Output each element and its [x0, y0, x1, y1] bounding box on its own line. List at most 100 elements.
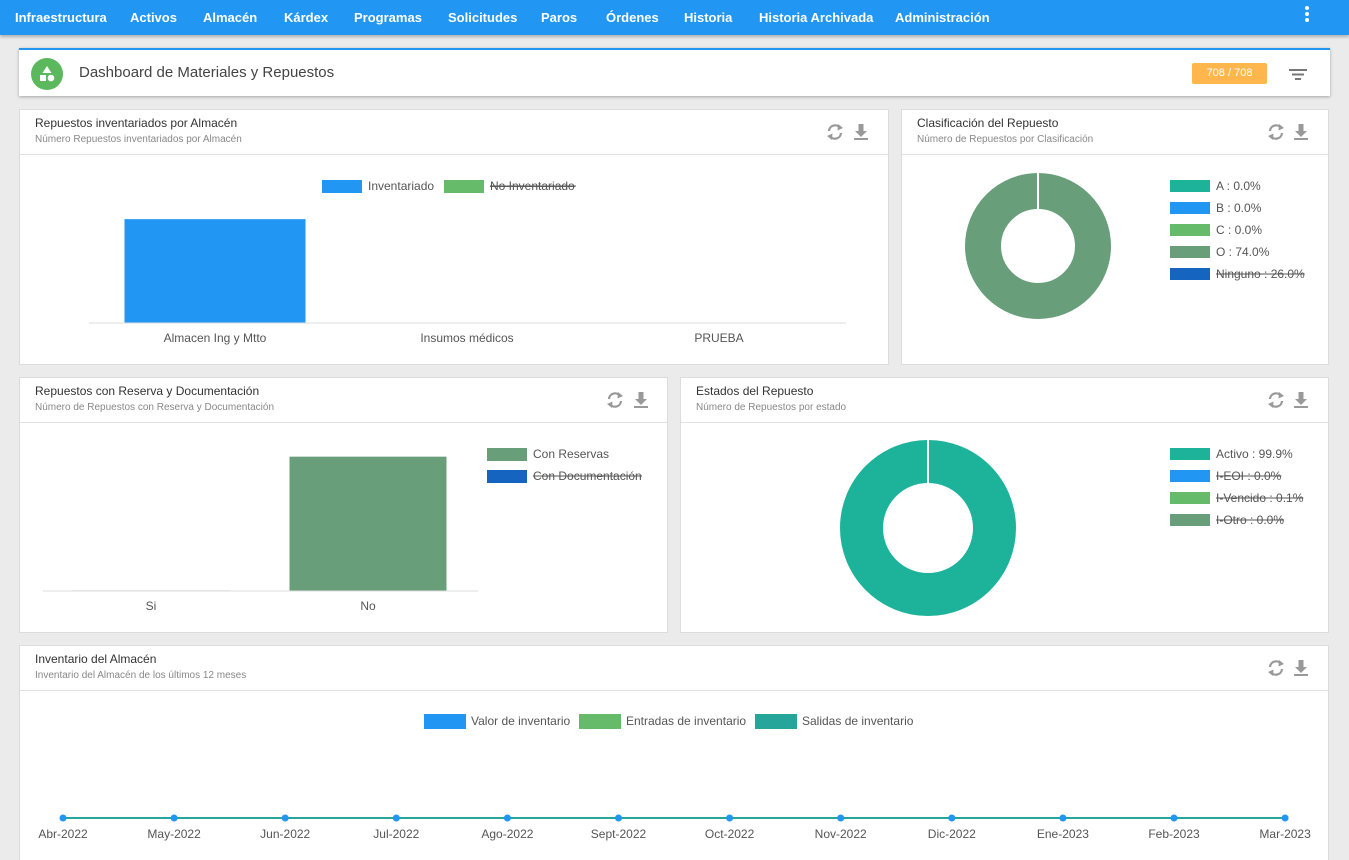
x-tick-label: Feb-2023 [1148, 827, 1200, 841]
x-tick-label: Ene-2023 [1037, 827, 1089, 841]
legend-label: O : 74.0% [1216, 245, 1270, 259]
legend-swatch [1170, 202, 1210, 214]
more-vertical-icon[interactable] [1302, 6, 1312, 24]
dashboard-header: Dashboard de Materiales y Repuestos 708 … [19, 48, 1330, 96]
legend-item-o[interactable]: O : 74.0% [1170, 245, 1270, 259]
nav-item-historia[interactable]: Historia [684, 10, 733, 25]
download-icon[interactable] [1291, 390, 1311, 410]
data-point[interactable] [170, 814, 178, 822]
nav-item-almacen[interactable]: Almacén [203, 10, 258, 25]
legend-item-b[interactable]: B : 0.0% [1170, 201, 1262, 215]
legend-salidas-inventario[interactable]: Salidas de inventario [755, 714, 914, 729]
x-tick-label: Nov-2022 [815, 827, 867, 841]
bar[interactable] [289, 456, 447, 591]
legend-swatch [1170, 470, 1210, 482]
x-tick-label: Mar-2023 [1259, 827, 1311, 841]
refresh-icon[interactable] [1266, 658, 1286, 678]
card-subtitle: Número de Repuestos por estado [696, 402, 847, 413]
x-tick-label: Jul-2022 [373, 827, 419, 841]
data-point[interactable] [59, 814, 67, 822]
legend-swatch [579, 714, 621, 729]
x-tick-label: No [360, 599, 376, 613]
card-subtitle: Número Repuestos inventariados por Almac… [35, 134, 242, 145]
card-title: Clasificación del Repuesto [917, 116, 1059, 130]
refresh-icon[interactable] [825, 122, 845, 142]
filter-icon[interactable] [1287, 66, 1309, 82]
legend-item-i-eoi[interactable]: I-EOI : 0.0% [1170, 469, 1282, 483]
legend-swatch [1170, 514, 1210, 526]
x-tick-label: PRUEBA [694, 331, 743, 345]
download-icon[interactable] [851, 122, 871, 142]
data-point[interactable] [1281, 814, 1289, 822]
data-point[interactable] [281, 814, 289, 822]
x-tick-label: Ago-2022 [481, 827, 533, 841]
download-icon[interactable] [631, 390, 651, 410]
refresh-icon[interactable] [1266, 122, 1286, 142]
record-count-badge[interactable]: 708 / 708 [1192, 63, 1267, 84]
bar[interactable] [124, 219, 306, 323]
legend-con-documentacion[interactable]: Con Documentación [487, 469, 642, 483]
nav-item-ordenes[interactable]: Órdenes [606, 10, 659, 25]
nav-item-administracion[interactable]: Administración [895, 10, 990, 25]
legend-inventariado[interactable]: Inventariado [322, 179, 434, 193]
card-title: Inventario del Almacén [35, 652, 157, 666]
download-icon[interactable] [1291, 658, 1311, 678]
nav-item-activos[interactable]: Activos [130, 10, 177, 25]
legend-label: A : 0.0% [1216, 179, 1261, 193]
legend-swatch [487, 448, 527, 461]
nav-item-infraestructura[interactable]: Infraestructura [15, 10, 107, 25]
legend-swatch [1170, 224, 1210, 236]
card-clasificacion: Clasificación del Repuesto Número de Rep… [901, 109, 1329, 365]
card-title: Repuestos con Reserva y Documentación [35, 384, 260, 398]
card-inventario: Inventario del Almacén Inventario del Al… [19, 645, 1329, 860]
legend-swatch [1170, 180, 1210, 192]
x-tick-label: Insumos médicos [420, 331, 513, 345]
chart-reserva: Si No Con Reservas Con Documentación [43, 447, 642, 613]
legend-item-activo[interactable]: Activo : 99.9% [1170, 447, 1293, 461]
legend-label: Activo : 99.9% [1216, 447, 1293, 461]
nav-item-historia-archivada[interactable]: Historia Archivada [759, 10, 874, 25]
legend-label: Entradas de inventario [626, 714, 746, 728]
legend-swatch [1170, 246, 1210, 258]
nav-item-solicitudes[interactable]: Solicitudes [448, 10, 518, 25]
legend-label: B : 0.0% [1216, 201, 1262, 215]
page-title: Dashboard de Materiales y Repuestos [79, 64, 335, 81]
card-estados: Estados del Repuesto Número de Repuestos… [680, 377, 1329, 633]
legend-valor-inventario[interactable]: Valor de inventario [424, 714, 570, 729]
legend-con-reservas[interactable]: Con Reservas [487, 447, 609, 461]
data-point[interactable] [948, 814, 956, 822]
nav-item-programas[interactable]: Programas [354, 10, 422, 25]
legend-item-c[interactable]: C : 0.0% [1170, 223, 1262, 237]
data-point[interactable] [392, 814, 400, 822]
data-point[interactable] [1059, 814, 1067, 822]
x-tick-label: Sept-2022 [591, 827, 647, 841]
data-point[interactable] [837, 814, 845, 822]
chart-estados: Activo : 99.9% I-EOI : 0.0% I-Vencido : 0.… [840, 440, 1304, 616]
card-almacen: Repuestos inventariados por Almacén Núme… [19, 109, 889, 365]
refresh-icon[interactable] [605, 390, 625, 410]
data-point[interactable] [726, 814, 734, 822]
data-point[interactable] [1170, 814, 1178, 822]
card-subtitle: Número de Repuestos por Clasificación [917, 134, 1094, 145]
legend-item-a[interactable]: A : 0.0% [1170, 179, 1261, 193]
legend-swatch [1170, 268, 1210, 280]
data-point[interactable] [615, 814, 622, 822]
legend-entradas-inventario[interactable]: Entradas de inventario [579, 714, 746, 729]
nav-item-kardex[interactable]: Kárdex [284, 10, 329, 25]
legend-item-i-vencido[interactable]: I-Vencido : 0.1% [1170, 491, 1304, 505]
card-header: Estados del Repuesto Número de Repuestos… [681, 378, 1328, 423]
card-header: Clasificación del Repuesto Número de Rep… [902, 110, 1328, 155]
download-icon[interactable] [1291, 122, 1311, 142]
legend-item-i-otro[interactable]: I-Otro : 0.0% [1170, 513, 1284, 527]
nav-item-paros[interactable]: Paros [541, 10, 578, 25]
legend-swatch [487, 470, 527, 483]
card-subtitle: Número de Repuestos con Reserva y Docume… [35, 402, 275, 413]
card-subtitle: Inventario del Almacén de los últimos 12… [35, 670, 247, 681]
legend-swatch [1170, 448, 1210, 460]
legend-item-ninguno[interactable]: Ninguno : 26.0% [1170, 267, 1305, 281]
refresh-icon[interactable] [1266, 390, 1286, 410]
legend-no-inventariado[interactable]: No Inventariado [444, 179, 576, 193]
x-tick-label: Jun-2022 [260, 827, 310, 841]
chart-almacen: Inventariado No Inventariado Almacen Ing… [89, 179, 846, 345]
data-point[interactable] [503, 814, 511, 822]
